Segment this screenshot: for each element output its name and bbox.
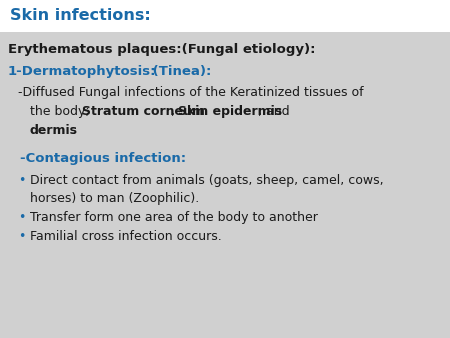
- Text: dermis: dermis: [30, 124, 78, 137]
- Text: the body;: the body;: [30, 105, 94, 118]
- Text: ,: ,: [171, 105, 179, 118]
- Text: Stratum corneum: Stratum corneum: [82, 105, 205, 118]
- Text: •: •: [18, 174, 25, 187]
- Text: 1-Dermatophytosis:: 1-Dermatophytosis:: [8, 65, 157, 78]
- Text: , and: , and: [258, 105, 290, 118]
- Text: .: .: [72, 124, 76, 137]
- Text: Direct contact from animals (goats, sheep, camel, cows,: Direct contact from animals (goats, shee…: [30, 174, 383, 187]
- Text: Transfer form one area of the body to another: Transfer form one area of the body to an…: [30, 211, 318, 224]
- Text: (Tinea):: (Tinea):: [148, 65, 212, 78]
- Text: Skin infections:: Skin infections:: [10, 8, 151, 24]
- Text: •: •: [18, 211, 25, 224]
- Text: Skin epidermis: Skin epidermis: [178, 105, 282, 118]
- Text: -Contagious infection:: -Contagious infection:: [20, 152, 186, 165]
- Text: Erythematous plaques:(Fungal etiology):: Erythematous plaques:(Fungal etiology):: [8, 43, 315, 56]
- Text: Familial cross infection occurs.: Familial cross infection occurs.: [30, 230, 222, 243]
- Text: horses) to man (Zoophilic).: horses) to man (Zoophilic).: [30, 192, 199, 205]
- Text: -Diffused Fungal infections of the Keratinized tissues of: -Diffused Fungal infections of the Kerat…: [18, 86, 364, 99]
- FancyBboxPatch shape: [0, 0, 450, 32]
- Text: •: •: [18, 230, 25, 243]
